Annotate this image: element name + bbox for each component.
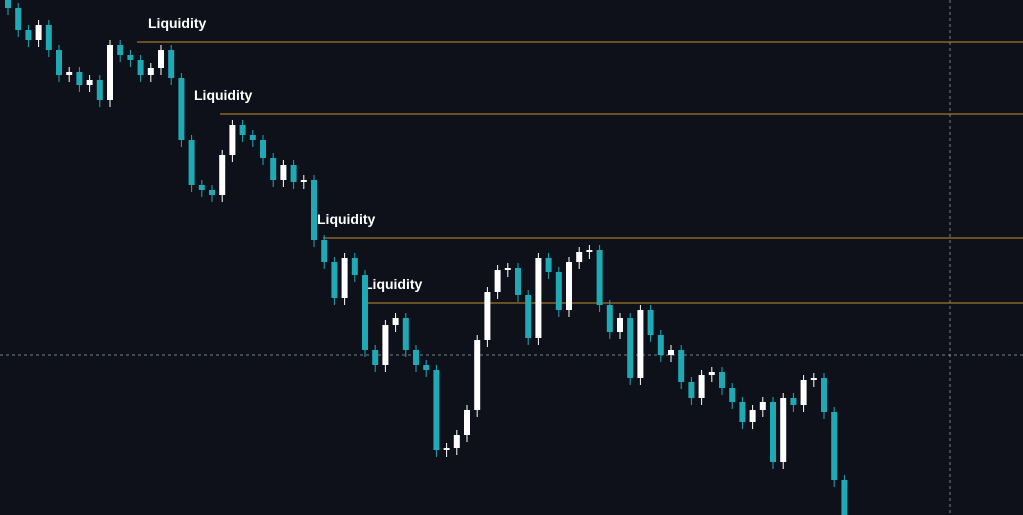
candle-body (331, 262, 338, 298)
candle-body (147, 68, 154, 75)
candle-body (107, 45, 113, 100)
candle-body (770, 402, 776, 462)
candle-body (566, 262, 572, 310)
candle-body (280, 165, 287, 180)
candle-body (260, 140, 266, 158)
candle-body (831, 412, 838, 480)
candle-body (790, 398, 797, 405)
candle-body (474, 340, 481, 410)
candle-body (25, 30, 32, 40)
candle-body (229, 125, 236, 155)
candle-body (198, 185, 205, 190)
candle-body (127, 55, 134, 60)
candle-body (535, 258, 542, 338)
candle-body (219, 155, 226, 195)
candle-body (270, 158, 277, 180)
candle-body (668, 350, 674, 355)
liquidity-label: Liquidity (317, 211, 376, 227)
candle-body (15, 8, 22, 30)
candle-body (606, 305, 613, 332)
candle-body (678, 350, 685, 382)
candle-body (86, 80, 93, 85)
candle-body (657, 335, 664, 355)
candle-body (45, 25, 52, 50)
candle-body (178, 78, 185, 140)
candle-body (382, 325, 389, 365)
candle-body (464, 410, 470, 435)
candle-body (504, 268, 511, 270)
candle-body (515, 268, 521, 295)
candle-body (209, 190, 215, 195)
candle-body (362, 275, 368, 350)
candle-body (392, 318, 399, 325)
candle-body (759, 402, 766, 410)
candle-body (351, 258, 358, 275)
candle-body (188, 140, 195, 185)
candle-body (443, 448, 450, 450)
candle-body (729, 388, 736, 402)
candle-body (586, 250, 593, 252)
candle-body (647, 310, 654, 335)
candle-body (494, 270, 501, 292)
candle-body (739, 402, 746, 422)
candle-body (719, 372, 725, 388)
candle-body (239, 125, 246, 135)
candle-body (413, 350, 419, 365)
liquidity-label: Liquidity (364, 276, 423, 292)
candle-body (5, 0, 11, 8)
candle-body (158, 50, 164, 68)
candle-body (810, 378, 817, 380)
candle-body (525, 295, 532, 338)
candle-body (372, 350, 379, 365)
candle-body (484, 292, 491, 340)
candle-body (66, 72, 73, 75)
candle-body (800, 380, 807, 405)
candle-body (596, 250, 603, 305)
candle-body (35, 25, 42, 40)
candle-body (821, 378, 827, 412)
candle-body (749, 410, 756, 422)
candle-body (290, 165, 297, 182)
candle-body (96, 80, 103, 100)
candle-body (311, 180, 317, 240)
candle-body (423, 365, 430, 370)
candle-body (137, 60, 144, 75)
candle-body (249, 135, 256, 140)
liquidity-label: Liquidity (194, 87, 253, 103)
candle-body (433, 370, 440, 450)
candle-body (56, 50, 62, 75)
candle-body (576, 252, 583, 262)
candle-body (708, 372, 715, 375)
candle-body (117, 45, 124, 55)
candle-body (555, 272, 562, 310)
candle-body (453, 435, 460, 448)
candle-body (698, 375, 705, 398)
candle-body (321, 240, 328, 262)
candle-body (637, 310, 644, 378)
candle-body (168, 50, 175, 78)
candle-body (545, 258, 552, 272)
candle-body (76, 72, 83, 85)
candle-body (780, 398, 787, 462)
candle-body (402, 318, 409, 350)
candle-body (617, 318, 623, 332)
liquidity-label: Liquidity (148, 15, 207, 31)
candle-body (627, 318, 634, 378)
candle-body (341, 258, 348, 298)
candle-body (300, 180, 307, 182)
candle-body (688, 382, 695, 398)
candle-body (841, 480, 848, 515)
